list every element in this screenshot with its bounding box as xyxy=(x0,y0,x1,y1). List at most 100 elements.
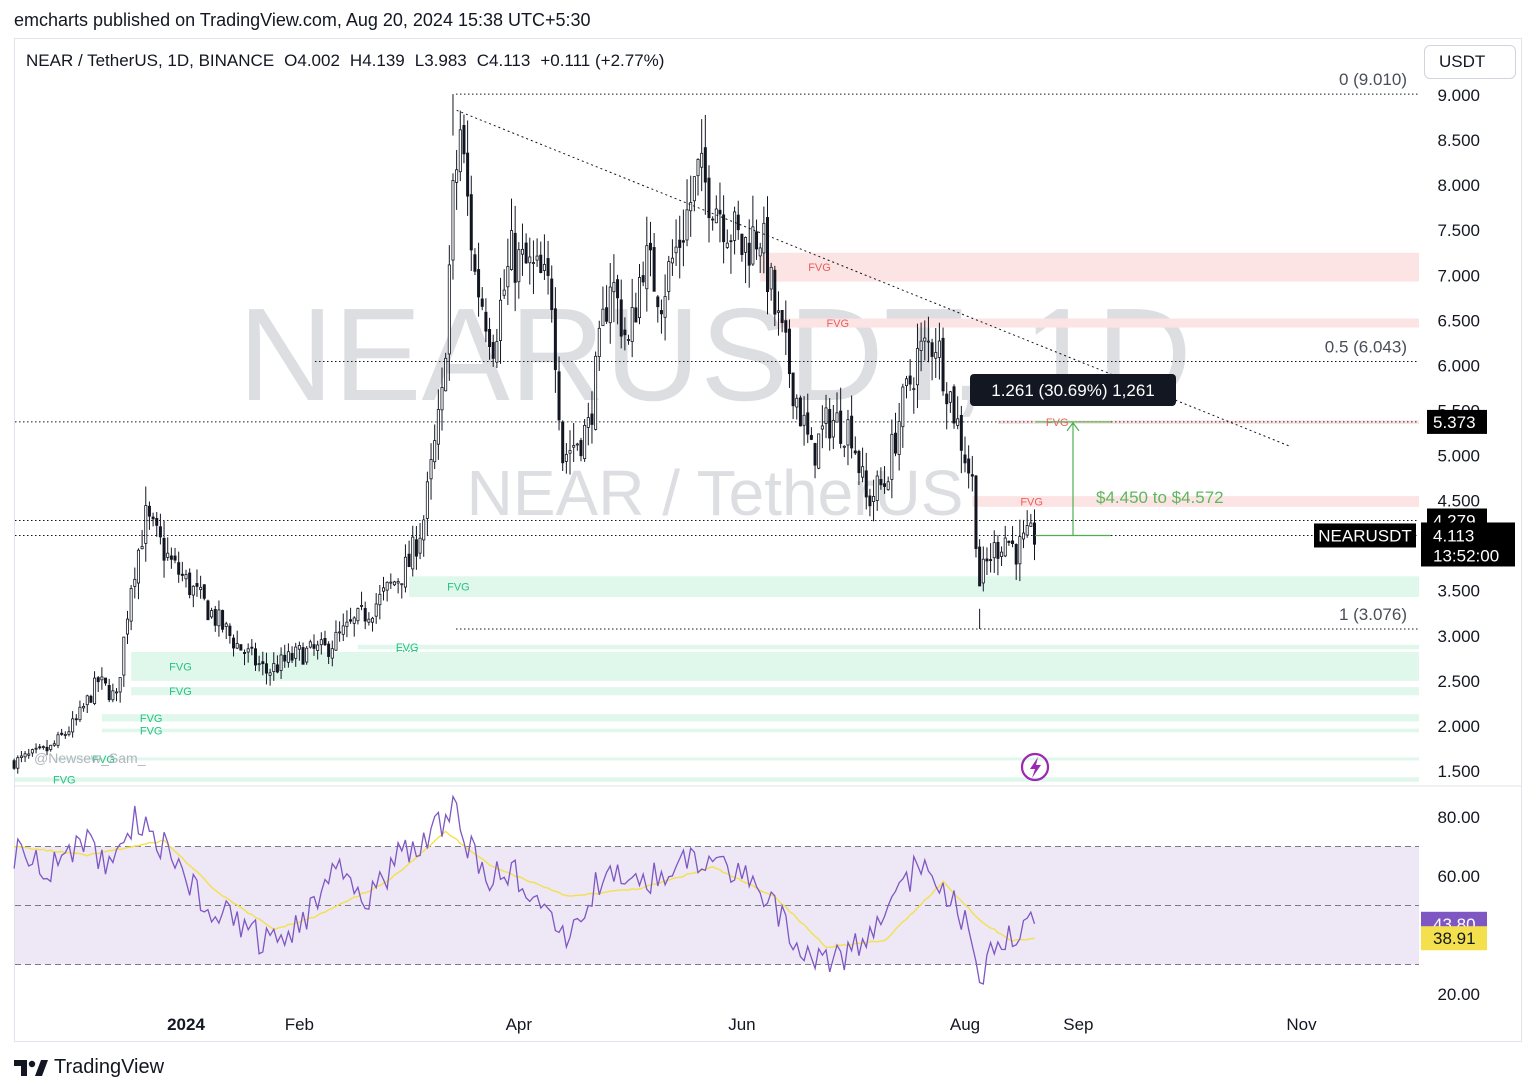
time-tick-label: Aug xyxy=(950,1015,980,1034)
candle-body xyxy=(641,275,645,283)
candle-body xyxy=(809,435,813,440)
candle xyxy=(202,584,206,601)
candle xyxy=(224,621,228,640)
price-tick-label: 8.500 xyxy=(1437,131,1480,150)
candle xyxy=(1000,546,1004,567)
candle-body xyxy=(619,299,623,337)
candle xyxy=(360,591,364,611)
candle xyxy=(199,575,203,599)
candle xyxy=(509,198,513,271)
time-tick-label: Nov xyxy=(1286,1015,1317,1034)
candle xyxy=(462,114,466,164)
candle xyxy=(217,600,221,637)
candle-body xyxy=(711,218,715,221)
candle-body xyxy=(820,425,824,430)
candle xyxy=(784,300,788,355)
tradingview-logo[interactable]: TradingView xyxy=(14,1056,164,1079)
candle xyxy=(67,726,71,737)
candle xyxy=(703,114,707,215)
candle xyxy=(641,261,645,287)
candle-body xyxy=(601,308,605,327)
candle xyxy=(118,677,122,703)
candle xyxy=(147,501,151,530)
candle xyxy=(352,616,356,637)
candle-body xyxy=(564,453,568,462)
candle-body xyxy=(806,412,810,435)
candle xyxy=(433,424,437,470)
fvg-label: FVG xyxy=(169,661,192,673)
candle-body xyxy=(506,266,510,288)
candle-body xyxy=(191,585,195,596)
candle xyxy=(864,452,868,510)
candle-body xyxy=(784,320,788,333)
candle-body xyxy=(180,573,184,576)
candle-body xyxy=(542,264,546,271)
candle-body xyxy=(594,355,598,430)
time-tick-label: Apr xyxy=(506,1015,533,1034)
candle-body xyxy=(407,553,411,568)
candle xyxy=(235,630,239,650)
time-tick-label: Jun xyxy=(728,1015,755,1034)
candle-body xyxy=(16,757,20,769)
symbol-legend[interactable]: NEAR / TetherUS, 1D, BINANCE O4.002 H4.139… xyxy=(26,51,664,70)
candle-body xyxy=(246,648,250,653)
candle xyxy=(480,287,484,311)
candle xyxy=(597,320,601,371)
candle-body xyxy=(381,587,385,592)
candle xyxy=(824,394,828,439)
fvg-zone-bear xyxy=(972,496,1419,507)
candle xyxy=(206,599,210,621)
candle xyxy=(308,639,312,649)
candle-body xyxy=(334,631,338,651)
candle xyxy=(38,743,42,750)
candle xyxy=(275,655,279,674)
candle xyxy=(414,526,418,570)
candle xyxy=(590,391,594,444)
candle xyxy=(755,219,759,260)
candle xyxy=(762,206,766,274)
candle-body xyxy=(107,685,111,701)
candle-body xyxy=(206,600,210,621)
candle xyxy=(261,651,265,676)
candle xyxy=(594,351,598,431)
candle xyxy=(451,173,455,280)
candle xyxy=(605,285,609,324)
fib-level-label: 0.5 (6.043) xyxy=(1325,338,1407,357)
candle xyxy=(733,206,737,255)
candle xyxy=(169,547,173,569)
candle-body xyxy=(930,342,934,357)
candle-body xyxy=(546,258,550,276)
lightning-icon[interactable] xyxy=(1020,752,1050,782)
candle-body xyxy=(776,310,780,313)
candle xyxy=(601,286,605,327)
candle-body xyxy=(45,746,49,752)
candle xyxy=(638,263,642,325)
candle-body xyxy=(345,621,349,627)
candle xyxy=(96,676,100,692)
candle xyxy=(440,367,444,431)
candle xyxy=(952,384,956,429)
candle xyxy=(802,396,806,446)
candle xyxy=(553,287,557,393)
candle xyxy=(645,216,649,312)
candle xyxy=(111,683,115,703)
currency-selector-button[interactable]: USDT xyxy=(1424,45,1516,79)
candle-body xyxy=(177,562,181,575)
candle xyxy=(798,395,802,427)
candle xyxy=(374,593,378,624)
candle-body xyxy=(184,574,188,580)
candle xyxy=(546,241,550,295)
candle xyxy=(158,513,162,545)
candle-body xyxy=(272,663,276,672)
candle xyxy=(915,323,919,409)
candle xyxy=(978,539,982,587)
candle xyxy=(312,634,316,656)
rsi-line xyxy=(13,794,1036,985)
candle xyxy=(908,359,912,391)
candle xyxy=(747,219,751,288)
candle-body xyxy=(696,159,700,177)
candle xyxy=(568,430,572,475)
candle xyxy=(144,486,148,562)
candle-body xyxy=(363,608,367,622)
